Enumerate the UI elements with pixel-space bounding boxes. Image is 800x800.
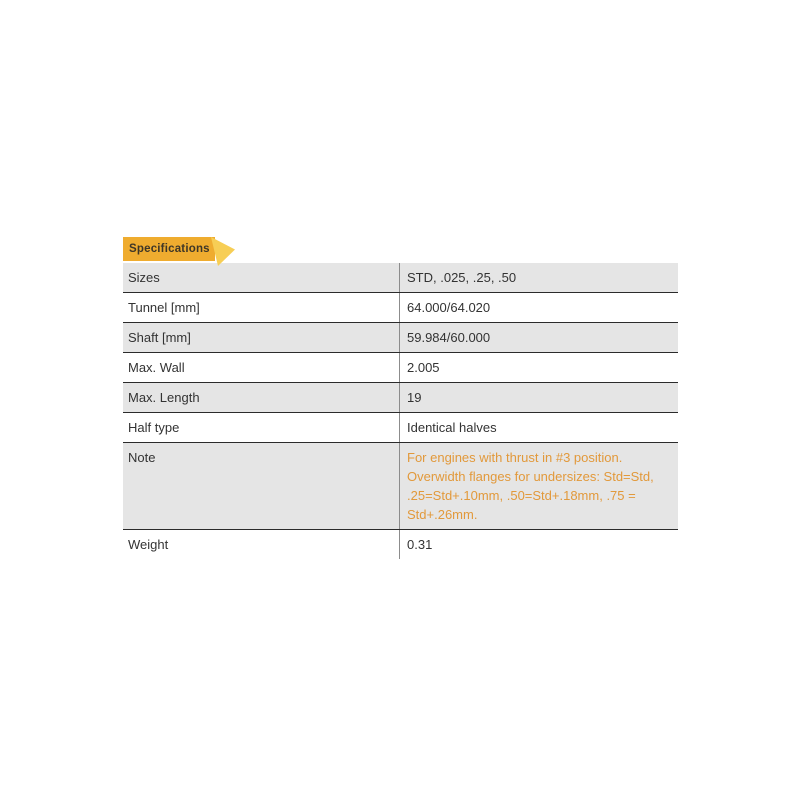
specifications-banner-label: Specifications — [129, 243, 210, 255]
table-row: Max. Wall 2.005 — [123, 353, 678, 383]
spec-label: Max. Wall — [128, 360, 185, 375]
spec-label: Note — [128, 450, 156, 465]
spec-value: 19 — [399, 383, 678, 412]
spec-label: Max. Length — [128, 390, 200, 405]
spec-label: Weight — [128, 537, 169, 552]
spec-label: Shaft [mm] — [128, 330, 191, 345]
spec-value: STD, .025, .25, .50 — [399, 263, 678, 292]
spec-label: Sizes — [128, 270, 160, 285]
spec-value: 2.005 — [399, 353, 678, 382]
table-row: Half type Identical halves — [123, 413, 678, 443]
spec-value: 64.000/64.020 — [399, 293, 678, 322]
spec-label: Tunnel [mm] — [128, 300, 200, 315]
spec-value: Identical halves — [399, 413, 678, 442]
table-row: Max. Length 19 — [123, 383, 678, 413]
specifications-panel: Specifications Sizes STD, .025, .25, .50 T… — [123, 237, 678, 559]
table-row: Sizes STD, .025, .25, .50 — [123, 263, 678, 293]
spec-label: Half type — [128, 420, 180, 435]
spec-value: 59.984/60.000 — [399, 323, 678, 352]
table-row: Tunnel [mm] 64.000/64.020 — [123, 293, 678, 323]
table-row: Weight 0.31 — [123, 530, 678, 559]
table-row: Note For engines with thrust in #3 positi… — [123, 443, 678, 530]
spec-value: 0.31 — [399, 530, 678, 559]
specifications-table: Sizes STD, .025, .25, .50 Tunnel [mm] 64.00… — [123, 263, 678, 559]
table-row: Shaft [mm] 59.984/60.000 — [123, 323, 678, 353]
banner-arrow-icon — [210, 237, 235, 266]
specifications-banner-body: Specifications — [123, 237, 235, 266]
spec-value: For engines with thrust in #3 position. … — [399, 443, 678, 529]
specifications-banner: Specifications — [123, 237, 678, 266]
